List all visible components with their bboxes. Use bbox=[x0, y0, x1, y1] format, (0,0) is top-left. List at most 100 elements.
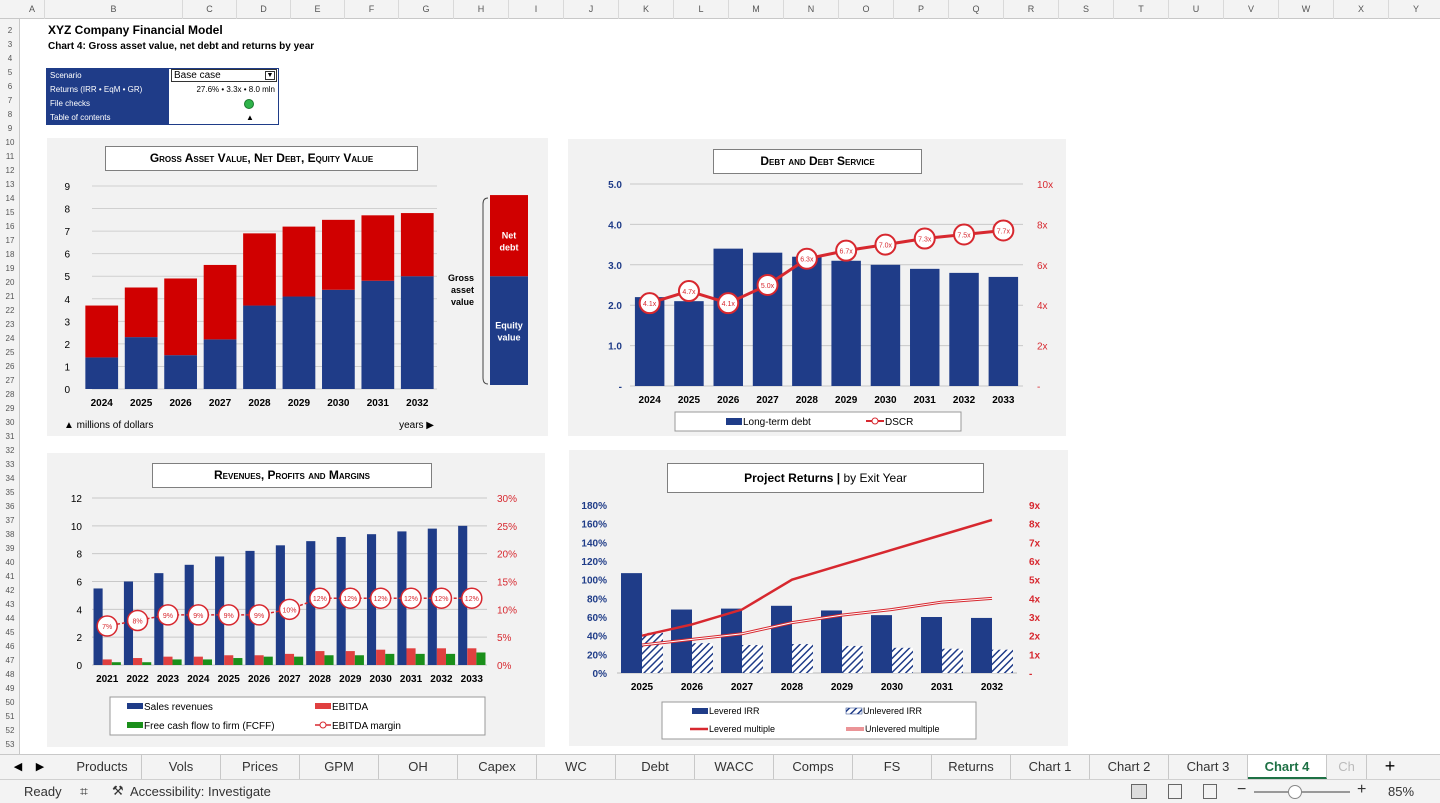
row-header-13[interactable]: 13 bbox=[5, 180, 15, 189]
column-header-T[interactable]: T bbox=[1114, 0, 1169, 19]
scroll-right-icon[interactable]: ▶ bbox=[35, 761, 45, 773]
row-header-30[interactable]: 30 bbox=[5, 418, 15, 427]
column-header-F[interactable]: F bbox=[345, 0, 399, 19]
row-header-23[interactable]: 23 bbox=[5, 320, 15, 329]
column-header-H[interactable]: H bbox=[454, 0, 509, 19]
row-header-25[interactable]: 25 bbox=[5, 348, 15, 357]
row-header-38[interactable]: 38 bbox=[5, 530, 15, 539]
sheet-tab-ch[interactable]: Ch bbox=[1327, 755, 1367, 779]
zoom-level[interactable]: 85% bbox=[1388, 784, 1415, 799]
column-header-G[interactable]: G bbox=[399, 0, 454, 19]
row-header-46[interactable]: 46 bbox=[5, 642, 15, 651]
row-header-36[interactable]: 36 bbox=[5, 502, 15, 511]
row-header-2[interactable]: 2 bbox=[7, 26, 13, 35]
sheet-tab-chart-3[interactable]: Chart 3 bbox=[1169, 755, 1248, 779]
row-header-33[interactable]: 33 bbox=[5, 460, 15, 469]
column-header-J[interactable]: J bbox=[564, 0, 619, 19]
row-header-5[interactable]: 5 bbox=[7, 68, 13, 77]
row-header-15[interactable]: 15 bbox=[5, 208, 15, 217]
zoom-slider-thumb[interactable] bbox=[1288, 785, 1302, 799]
row-header-19[interactable]: 19 bbox=[5, 264, 15, 273]
chart2-panel[interactable]: Debt and Debt Service - 1.0 2.0 3.0 4.0 5.0 - 2… bbox=[568, 139, 1066, 436]
chart1-panel[interactable]: Gross Asset Value, Net Debt, Equity Valu… bbox=[47, 138, 548, 436]
sheet-tab-chart-2[interactable]: Chart 2 bbox=[1090, 755, 1169, 779]
zoom-slider[interactable] bbox=[1254, 791, 1350, 793]
row-header-16[interactable]: 16 bbox=[5, 222, 15, 231]
row-header-45[interactable]: 45 bbox=[5, 628, 15, 637]
row-header-48[interactable]: 48 bbox=[5, 670, 15, 679]
row-header-42[interactable]: 42 bbox=[5, 586, 15, 595]
column-header-N[interactable]: N bbox=[784, 0, 839, 19]
sheet-tab-returns[interactable]: Returns bbox=[932, 755, 1011, 779]
row-header-40[interactable]: 40 bbox=[5, 558, 15, 567]
macro-record-icon[interactable]: ⌗ bbox=[80, 783, 88, 799]
row-header-49[interactable]: 49 bbox=[5, 684, 15, 693]
row-header-27[interactable]: 27 bbox=[5, 376, 15, 385]
zoom-out-button[interactable]: − bbox=[1237, 781, 1247, 798]
row-header-47[interactable]: 47 bbox=[5, 656, 15, 665]
sheet-tab-wacc[interactable]: WACC bbox=[695, 755, 774, 779]
sheet-tab-products[interactable]: Products bbox=[63, 755, 142, 779]
column-header-U[interactable]: U bbox=[1169, 0, 1224, 19]
add-sheet-icon[interactable]: + bbox=[1384, 756, 1396, 776]
row-header-4[interactable]: 4 bbox=[7, 54, 13, 63]
column-header-K[interactable]: K bbox=[619, 0, 674, 19]
column-header-R[interactable]: R bbox=[1004, 0, 1059, 19]
column-header-E[interactable]: E bbox=[291, 0, 345, 19]
toc-link[interactable]: ▲ bbox=[246, 113, 254, 122]
chevron-down-icon[interactable]: ▼ bbox=[265, 71, 275, 80]
row-header-52[interactable]: 52 bbox=[5, 726, 15, 735]
page-layout-icon[interactable] bbox=[1168, 784, 1182, 799]
sheet-tab-debt[interactable]: Debt bbox=[616, 755, 695, 779]
column-header-W[interactable]: W bbox=[1279, 0, 1334, 19]
column-header-Q[interactable]: Q bbox=[949, 0, 1004, 19]
sheet-tab-gpm[interactable]: GPM bbox=[300, 755, 379, 779]
row-header-24[interactable]: 24 bbox=[5, 334, 15, 343]
column-header-B[interactable]: B bbox=[45, 0, 183, 19]
row-header-32[interactable]: 32 bbox=[5, 446, 15, 455]
row-header-9[interactable]: 9 bbox=[7, 124, 13, 133]
row-header-12[interactable]: 12 bbox=[5, 166, 15, 175]
column-header-Y[interactable]: Y bbox=[1389, 0, 1440, 19]
row-header-37[interactable]: 37 bbox=[5, 516, 15, 525]
row-header-8[interactable]: 8 bbox=[7, 110, 13, 119]
column-header-C[interactable]: C bbox=[183, 0, 237, 19]
sheet-tab-wc[interactable]: WC bbox=[537, 755, 616, 779]
row-header-20[interactable]: 20 bbox=[5, 278, 15, 287]
row-header-43[interactable]: 43 bbox=[5, 600, 15, 609]
row-header-18[interactable]: 18 bbox=[5, 250, 15, 259]
row-header-6[interactable]: 6 bbox=[7, 82, 13, 91]
chart3-panel[interactable]: Revenues, Profits and Margins 0 2 4 6 8 10 12 0… bbox=[47, 453, 545, 747]
scenario-dropdown[interactable]: Base case ▼ bbox=[171, 69, 277, 82]
row-header-10[interactable]: 10 bbox=[5, 138, 15, 147]
row-header-51[interactable]: 51 bbox=[5, 712, 15, 721]
column-header-X[interactable]: X bbox=[1334, 0, 1389, 19]
row-header-44[interactable]: 44 bbox=[5, 614, 15, 623]
row-header-53[interactable]: 53 bbox=[5, 740, 15, 749]
sheet-tab-fs[interactable]: FS bbox=[853, 755, 932, 779]
column-header-V[interactable]: V bbox=[1224, 0, 1279, 19]
row-header-3[interactable]: 3 bbox=[7, 40, 13, 49]
column-header-D[interactable]: D bbox=[237, 0, 291, 19]
sheet-tab-comps[interactable]: Comps bbox=[774, 755, 853, 779]
accessibility-status[interactable]: Accessibility: Investigate bbox=[130, 784, 271, 799]
row-header-39[interactable]: 39 bbox=[5, 544, 15, 553]
row-header-7[interactable]: 7 bbox=[7, 96, 13, 105]
zoom-in-button[interactable]: + bbox=[1357, 781, 1367, 798]
sheet-tab-chart-4[interactable]: Chart 4 bbox=[1248, 755, 1327, 779]
sheet-tab-capex[interactable]: Capex bbox=[458, 755, 537, 779]
column-header-O[interactable]: O bbox=[839, 0, 894, 19]
row-header-29[interactable]: 29 bbox=[5, 404, 15, 413]
row-header-34[interactable]: 34 bbox=[5, 474, 15, 483]
column-header-M[interactable]: M bbox=[729, 0, 784, 19]
page-break-icon[interactable] bbox=[1203, 784, 1217, 799]
scroll-left-icon[interactable]: ◀ bbox=[13, 761, 23, 773]
row-header-17[interactable]: 17 bbox=[5, 236, 15, 245]
sheet-tab-chart-1[interactable]: Chart 1 bbox=[1011, 755, 1090, 779]
row-header-41[interactable]: 41 bbox=[5, 572, 15, 581]
accessibility-icon[interactable]: ⚒ bbox=[112, 783, 124, 798]
column-header-I[interactable]: I bbox=[509, 0, 564, 19]
column-header-S[interactable]: S bbox=[1059, 0, 1114, 19]
column-header-L[interactable]: L bbox=[674, 0, 729, 19]
normal-view-icon[interactable] bbox=[1131, 784, 1147, 799]
